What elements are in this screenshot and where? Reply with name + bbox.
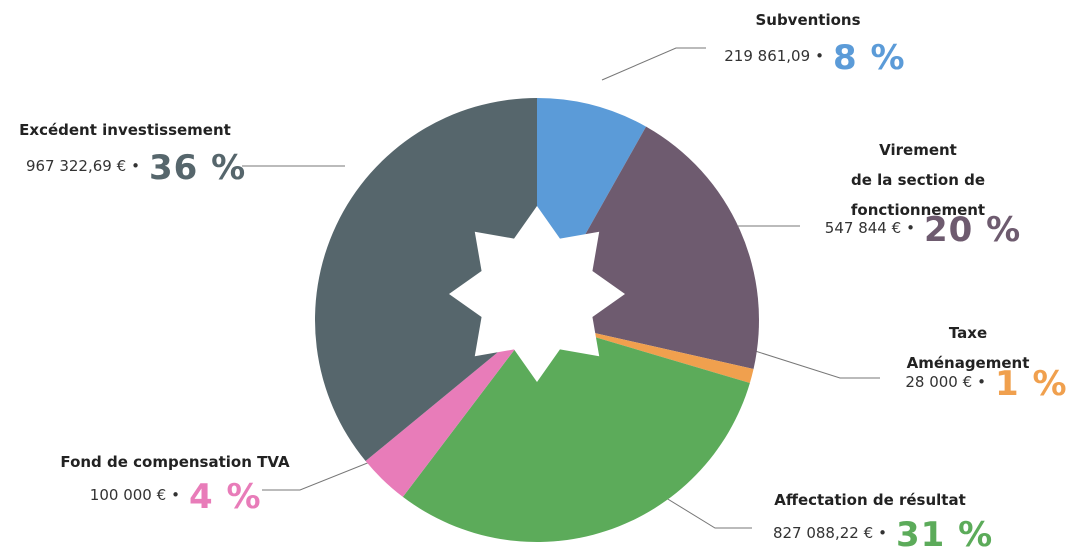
percent-label: 31 % <box>896 515 994 549</box>
percent-label: 8 % <box>833 38 906 78</box>
slice-name: Virement de la section de fonctionnement <box>850 141 986 219</box>
amount-label: 967 322,69 € • <box>26 157 140 175</box>
percent-label: 4 % <box>189 477 262 517</box>
slice <box>314 98 537 462</box>
slice-name: Taxe Aménagement <box>906 324 1030 372</box>
amount: 967 322,69 € <box>25 157 127 175</box>
separator: • <box>878 524 887 542</box>
amount-label: 28 000 € • <box>905 373 986 391</box>
slice-name: Fond de compensation TVA <box>60 453 290 471</box>
leader-line <box>262 455 386 491</box>
amount-label: 827 088,22 € • <box>773 524 887 542</box>
percent-label: 20 % <box>924 210 1022 250</box>
percent-label: 1 % <box>995 364 1068 404</box>
leader-line <box>751 349 880 379</box>
amount: 100 000 € <box>89 486 167 504</box>
leader-line <box>601 47 706 81</box>
slice-name: Affectation de résultat <box>774 491 966 509</box>
amount: 827 088,22 € <box>772 524 874 542</box>
amount: 28 000 € <box>905 373 973 391</box>
amount: 547 844 € <box>824 219 902 237</box>
slice <box>365 320 537 497</box>
amount-label: 219 861,09 • <box>724 47 824 65</box>
percent-label: 36 % <box>149 148 247 188</box>
separator: • <box>131 157 140 175</box>
amount: 219 861,09 <box>724 47 811 65</box>
slice-name: Subventions <box>755 11 861 29</box>
separator: • <box>171 486 180 504</box>
separator: • <box>815 47 824 65</box>
slice-name: Excédent investissement <box>19 121 231 139</box>
separator: • <box>977 373 986 391</box>
center-star <box>449 206 625 382</box>
slice <box>402 320 750 543</box>
slices <box>314 98 759 543</box>
separator: • <box>906 219 915 237</box>
amount-label: 547 844 € • <box>825 219 915 237</box>
amount-label: 100 000 € • <box>90 486 180 504</box>
